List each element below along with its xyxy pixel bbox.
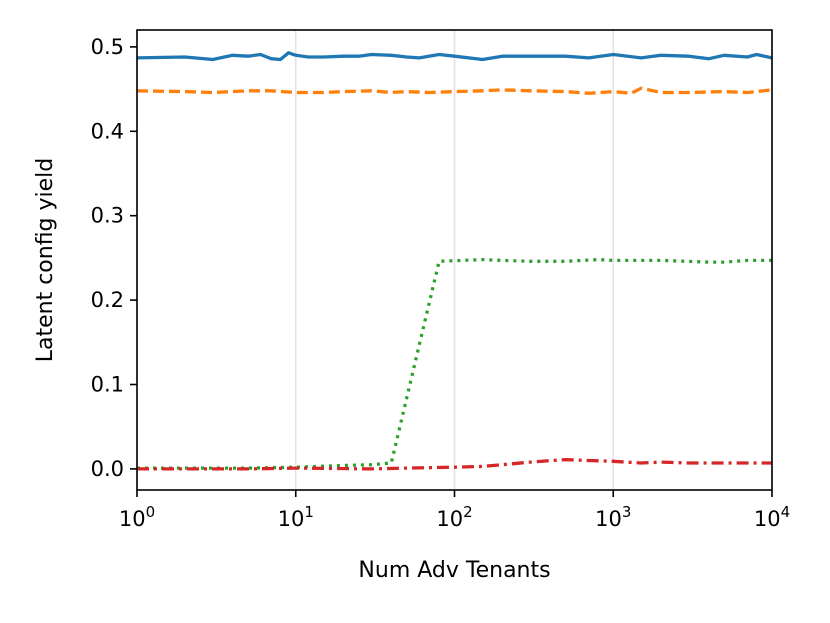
y-tick-label: 0.5 [91, 35, 124, 59]
y-tick-label: 0.1 [91, 372, 124, 396]
grid-lines [136, 30, 773, 490]
x-axis-ticks: 100 101 102 103 104 [119, 490, 790, 531]
series-line-4 [137, 457, 772, 471]
series-group [136, 51, 773, 471]
y-axis-label: Latent config yield [33, 158, 58, 363]
y-tick-label: 0.3 [91, 204, 124, 228]
series-line-1 [136, 51, 773, 62]
series-line-2 [136, 86, 773, 95]
x-tick-label: 103 [595, 503, 631, 531]
series-line-3 [137, 257, 772, 470]
x-axis-label: Num Adv Tenants [358, 558, 550, 583]
y-tick-label: 0.4 [91, 119, 124, 143]
x-tick-label: 104 [754, 503, 790, 531]
y-tick-label: 0.2 [91, 288, 124, 312]
x-tick-label: 102 [436, 503, 472, 531]
y-tick-label: 0.0 [91, 457, 124, 481]
x-tick-label: 100 [119, 503, 155, 531]
x-tick-label: 101 [278, 503, 314, 531]
y-axis-ticks: 0.0 0.1 0.2 0.3 0.4 0.5 [91, 35, 137, 481]
